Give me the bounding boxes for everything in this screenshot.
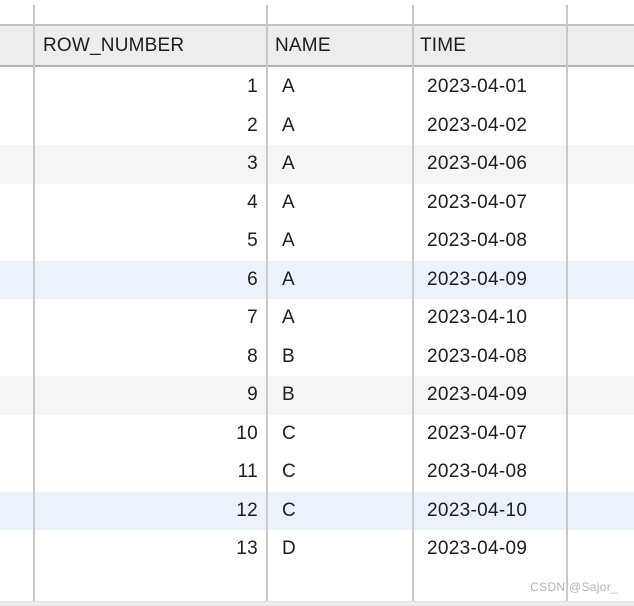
header-gutter-cell[interactable] (0, 26, 35, 65)
cell-name[interactable]: A (282, 76, 295, 98)
watermark-text: CSDN @Sajor_ (530, 580, 618, 594)
table-row[interactable]: 4 A 2023-04-07 (0, 184, 634, 223)
cell-time[interactable]: 2023-04-09 (427, 384, 528, 406)
header-time-label: TIME (420, 34, 467, 56)
cell-time[interactable]: 2023-04-10 (427, 307, 528, 329)
header-column-separator (266, 5, 268, 601)
table-row[interactable]: 3 A 2023-04-06 (0, 145, 634, 184)
cell-name[interactable]: A (282, 191, 295, 213)
cell-time[interactable]: 2023-04-02 (427, 114, 528, 136)
cell-row-number[interactable]: 2 (247, 114, 258, 136)
cell-row-number[interactable]: 10 (236, 422, 258, 444)
cell-row-number[interactable]: 9 (247, 384, 258, 406)
table-row[interactable]: 5 A 2023-04-08 (0, 222, 634, 261)
cell-row-number[interactable]: 13 (236, 538, 258, 560)
table-row[interactable]: 13 D 2023-04-09 (0, 530, 634, 569)
cell-row-number[interactable]: 12 (236, 499, 258, 521)
cell-time[interactable]: 2023-04-08 (427, 461, 528, 483)
cell-name[interactable]: A (282, 230, 295, 252)
table-row[interactable]: 1 A 2023-04-01 (0, 68, 634, 107)
cell-row-number[interactable]: 8 (247, 345, 258, 367)
cell-row-number[interactable]: 11 (237, 461, 258, 483)
cell-time[interactable]: 2023-04-07 (427, 191, 528, 213)
cell-time[interactable]: 2023-04-09 (427, 538, 528, 560)
table-row[interactable]: 9 B 2023-04-09 (0, 376, 634, 415)
cell-name[interactable]: C (282, 461, 297, 483)
cell-name[interactable]: A (282, 114, 295, 136)
cell-row-number[interactable]: 3 (247, 153, 258, 175)
table-row[interactable]: 7 A 2023-04-10 (0, 299, 634, 338)
cell-name[interactable]: C (282, 422, 297, 444)
cell-row-number[interactable]: 7 (247, 307, 258, 329)
cell-name[interactable]: D (282, 538, 297, 560)
cell-row-number[interactable]: 1 (247, 76, 258, 98)
cell-name[interactable]: A (282, 153, 295, 175)
table-row[interactable]: 11 C 2023-04-08 (0, 453, 634, 492)
cell-name[interactable]: B (282, 384, 295, 406)
header-time[interactable]: TIME (414, 26, 568, 65)
header-column-separator (566, 5, 568, 601)
table-row[interactable]: 8 B 2023-04-08 (0, 338, 634, 377)
table-row[interactable]: 2 A 2023-04-02 (0, 107, 634, 146)
header-name[interactable]: NAME (268, 26, 414, 65)
cell-name[interactable]: A (282, 307, 295, 329)
grid-header-row: ROW_NUMBER NAME TIME (0, 24, 634, 67)
header-row-number[interactable]: ROW_NUMBER (35, 26, 268, 65)
table-row[interactable]: 10 C 2023-04-07 (0, 415, 634, 454)
table-body: 1 A 2023-04-01 2 A 2023-04-02 3 A 2023-0… (0, 68, 634, 569)
table-row[interactable]: 6 A 2023-04-09 (0, 260, 634, 299)
cell-row-number[interactable]: 6 (247, 268, 258, 290)
cell-time[interactable]: 2023-04-09 (427, 268, 528, 290)
header-column-separator (33, 5, 35, 601)
cell-time[interactable]: 2023-04-08 (427, 230, 528, 252)
cell-name[interactable]: C (282, 499, 297, 521)
cell-row-number[interactable]: 5 (247, 230, 258, 252)
cell-time[interactable]: 2023-04-10 (427, 499, 528, 521)
cell-row-number[interactable]: 4 (247, 191, 258, 213)
cell-time[interactable]: 2023-04-07 (427, 422, 528, 444)
header-column-separator (412, 5, 414, 601)
header-row-number-label: ROW_NUMBER (43, 34, 185, 56)
table-row[interactable]: 12 C 2023-04-10 (0, 491, 634, 530)
cell-time[interactable]: 2023-04-01 (427, 76, 528, 98)
cell-time[interactable]: 2023-04-06 (427, 153, 528, 175)
cell-name[interactable]: A (282, 268, 295, 290)
header-empty-cell[interactable] (568, 26, 634, 65)
cell-time[interactable]: 2023-04-08 (427, 345, 528, 367)
header-name-label: NAME (275, 34, 331, 56)
bottom-scroll-strip[interactable] (0, 601, 634, 606)
cell-name[interactable]: B (282, 345, 295, 367)
